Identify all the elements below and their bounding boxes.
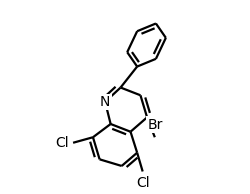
- Text: Cl: Cl: [136, 176, 149, 190]
- Text: Br: Br: [147, 118, 162, 132]
- Text: N: N: [100, 95, 110, 109]
- Text: Cl: Cl: [55, 136, 69, 150]
